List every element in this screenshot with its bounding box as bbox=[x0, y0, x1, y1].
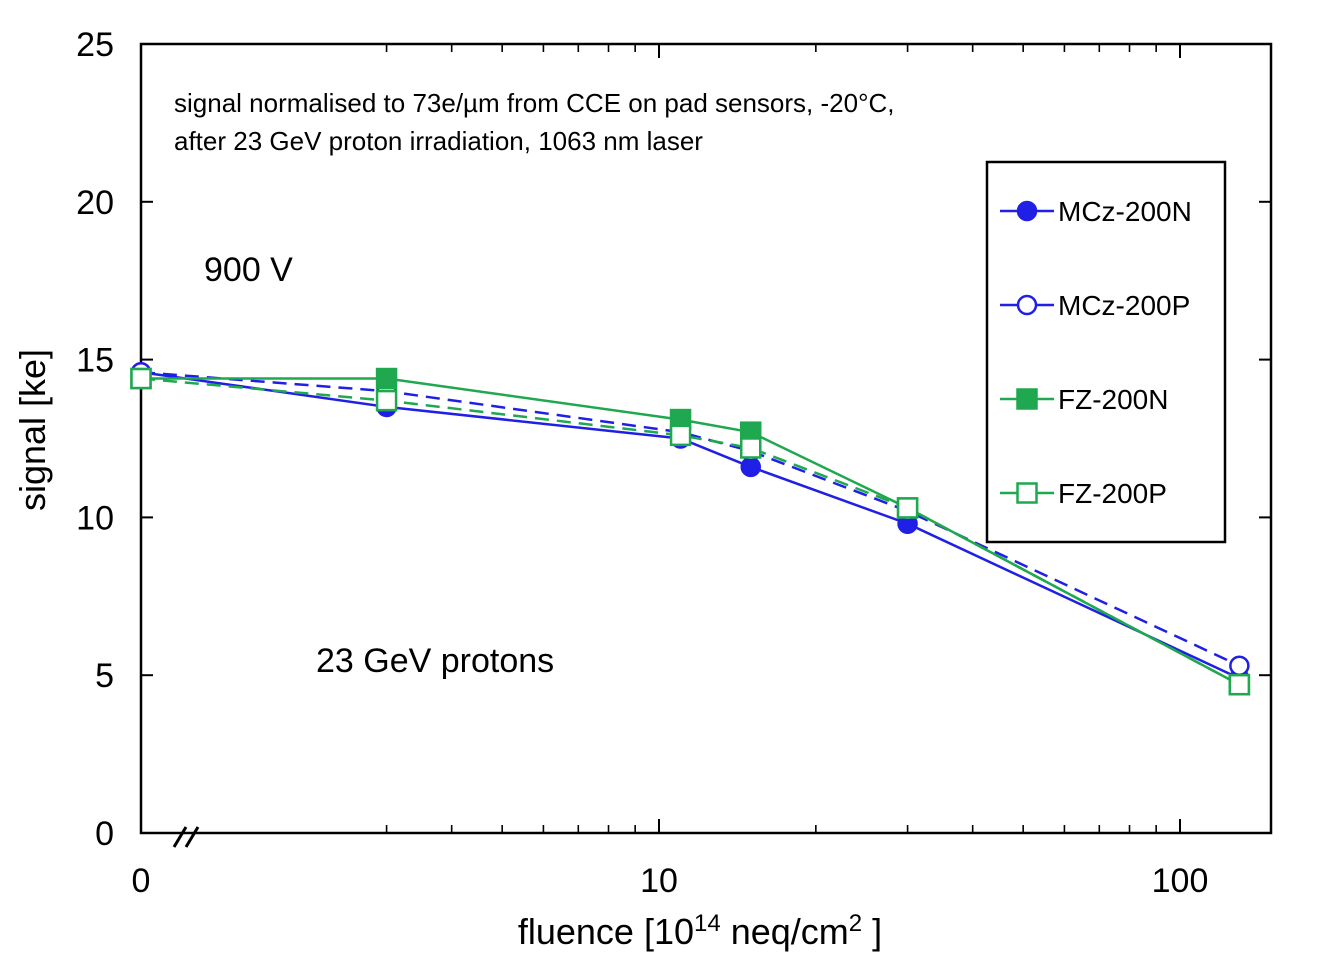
legend-item-FZ-200P: FZ-200P bbox=[1000, 478, 1167, 509]
y-tick-label-1: 5 bbox=[95, 657, 114, 695]
data-point-FZ-200P-0 bbox=[130, 367, 152, 390]
y-tick-label-3: 15 bbox=[76, 342, 114, 380]
data-point-FZ-200P-2 bbox=[669, 424, 692, 447]
legend-marker-MCz-200P bbox=[1016, 294, 1038, 316]
data-point-FZ-200P-3 bbox=[739, 437, 762, 459]
x-tick-label-1: 10 bbox=[640, 862, 678, 900]
series-layer bbox=[130, 361, 1251, 696]
note-line-2: after 23 GeV proton irradiation, 1063 nm… bbox=[174, 126, 703, 156]
x-tick-label-2: 100 bbox=[1152, 862, 1209, 900]
data-point-MCz-200P-5 bbox=[1229, 655, 1250, 676]
series-FZ-200P bbox=[130, 367, 1251, 696]
axis-tick-labels: 0 5 10 15 20 25 0 10 100 bbox=[76, 26, 1208, 900]
data-point-FZ-200P-1 bbox=[375, 389, 398, 412]
y-tick-label-4: 20 bbox=[76, 184, 114, 222]
legend: MCz-200N MCz-200P FZ-200N FZ-200P bbox=[985, 160, 1227, 544]
y-tick-label-0: 0 bbox=[95, 815, 114, 853]
legend-item-MCz-200P: MCz-200P bbox=[1000, 290, 1190, 321]
legend-item-MCz-200N: MCz-200N bbox=[1000, 196, 1192, 227]
voltage-label: 900 V bbox=[204, 251, 293, 289]
legend-label-FZ-200N: FZ-200N bbox=[1058, 384, 1168, 415]
y-tick-label-2: 10 bbox=[76, 499, 114, 537]
legend-label-MCz-200N: MCz-200N bbox=[1058, 196, 1192, 227]
x-tick-label-0: 0 bbox=[132, 862, 151, 900]
data-point-FZ-200N-1 bbox=[375, 367, 398, 390]
legend-label-MCz-200P: MCz-200P bbox=[1058, 290, 1190, 321]
legend-item-FZ-200N: FZ-200N bbox=[1000, 384, 1168, 415]
y-axis-title: signal [ke] bbox=[12, 349, 53, 511]
series-line-MCz-200N bbox=[140, 370, 1240, 680]
legend-label-FZ-200P: FZ-200P bbox=[1058, 478, 1167, 509]
axis-break-marker bbox=[172, 826, 200, 848]
particles-label: 23 GeV protons bbox=[316, 642, 554, 680]
data-point-FZ-200P-4 bbox=[896, 497, 919, 519]
plot-area bbox=[139, 42, 1273, 835]
note-line-1: signal normalised to 73e/µm from CCE on … bbox=[174, 88, 894, 118]
legend-marker-MCz-200N bbox=[1016, 200, 1038, 222]
x-axis-title: fluence [1014 neq/cm2 ] bbox=[518, 910, 882, 952]
legend-marker-FZ-200P bbox=[1016, 482, 1038, 504]
axis-ticks bbox=[141, 43, 1271, 834]
legend-box bbox=[985, 160, 1227, 544]
y-tick-label-5: 25 bbox=[76, 26, 114, 64]
data-point-FZ-200P-5 bbox=[1228, 673, 1251, 696]
legend-marker-FZ-200N bbox=[1016, 388, 1038, 410]
series-line-FZ-200P bbox=[140, 377, 1240, 686]
